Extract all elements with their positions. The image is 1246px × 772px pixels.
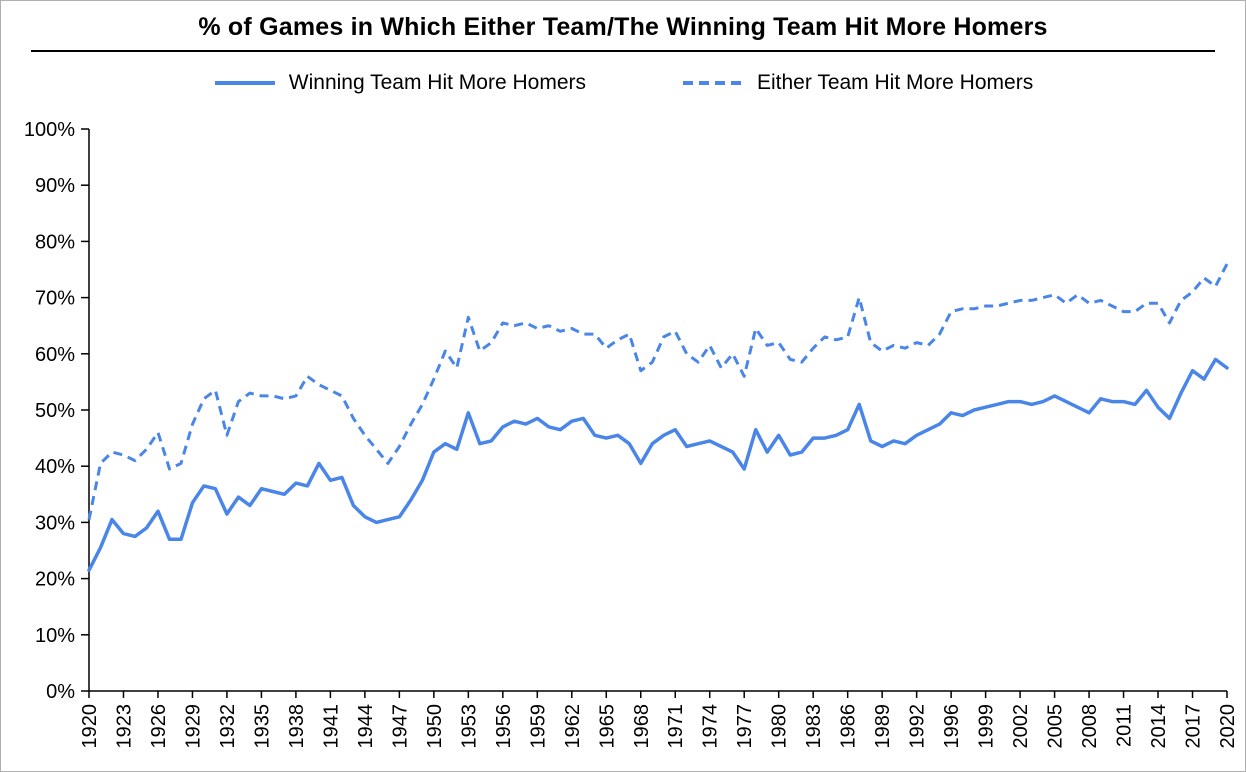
chart-title: % of Games in Which Either Team/The Winn…: [198, 13, 1048, 41]
x-tick-label: 1996: [941, 704, 963, 749]
title-underline: [31, 50, 1215, 52]
x-tick-label: 1929: [182, 704, 204, 749]
x-tick-label: 1989: [872, 704, 894, 749]
legend-item-either-team: Either Team Hit More Homers: [681, 71, 1033, 95]
x-tick-label: 1923: [113, 704, 135, 749]
x-tick-label: 1932: [217, 704, 239, 749]
x-tick-label: 1956: [493, 704, 515, 749]
x-tick-label: 2002: [1010, 704, 1032, 749]
x-tick-label: 2014: [1148, 704, 1170, 749]
x-tick-label: 2011: [1114, 704, 1136, 747]
x-tick-label: 1947: [389, 704, 411, 749]
x-tick-label: 1920: [79, 704, 101, 749]
y-tick-label: 60%: [35, 344, 75, 366]
y-tick-label: 0%: [46, 681, 75, 703]
x-tick-label: 1926: [148, 704, 170, 749]
series-line-winning-team: [87, 357, 1229, 572]
y-tick-label: 70%: [35, 288, 75, 310]
y-tick-label: 100%: [24, 119, 75, 141]
line-chart: 0% 10% 20% 30% 40% 50% 60% 70% 80% 90% 100% 1920 192…: [24, 119, 1239, 749]
legend-item-winning-team: Winning Team Hit More Homers: [213, 71, 586, 95]
x-tick-label: 1992: [907, 704, 929, 749]
x-tick-label: 1953: [458, 704, 480, 749]
x-tick-label: 1959: [527, 704, 549, 749]
y-tick-label: 90%: [35, 175, 75, 197]
x-tick-label: 1950: [424, 704, 446, 749]
x-tick-label: 1935: [251, 704, 273, 749]
x-tick-label: 1962: [562, 704, 584, 749]
y-tick-label: 30%: [35, 512, 75, 534]
x-tick-label: 1965: [596, 704, 618, 749]
legend-label-winning-team: Winning Team Hit More Homers: [288, 71, 586, 94]
x-tick-label: 2008: [1079, 704, 1101, 749]
x-tick-label: 1980: [769, 704, 791, 749]
x-tick-label: 1983: [803, 704, 825, 749]
y-tick-label: 10%: [35, 625, 75, 647]
solid-line-swatch-icon: [214, 81, 275, 85]
x-tick-label: 1974: [700, 704, 722, 749]
legend-label-either-team: Either Team Hit More Homers: [757, 71, 1034, 94]
series-line-either-team: [87, 263, 1229, 520]
x-tick-label: 2020: [1217, 704, 1239, 749]
x-tick-label: 2005: [1045, 704, 1067, 749]
x-tick-label: 1986: [838, 704, 860, 749]
x-tick-label: 1971: [665, 704, 687, 749]
dashed-line-swatch-icon: [683, 81, 743, 85]
y-tick-label: 20%: [35, 569, 75, 591]
y-tick-label: 40%: [35, 456, 75, 478]
x-tick-label: 1941: [320, 704, 342, 749]
x-tick-label: 2017: [1183, 704, 1205, 749]
y-tick-label: 50%: [35, 400, 75, 422]
x-tick-label: 1977: [734, 704, 756, 749]
legend: Winning Team Hit More Homers Either Team…: [1, 71, 1245, 95]
x-tick-label: 1938: [286, 704, 308, 749]
x-tick-label: 1968: [631, 704, 653, 749]
x-tick-label: 1999: [976, 704, 998, 749]
y-tick-label: 80%: [35, 231, 75, 253]
x-tick-label: 1944: [355, 704, 377, 749]
